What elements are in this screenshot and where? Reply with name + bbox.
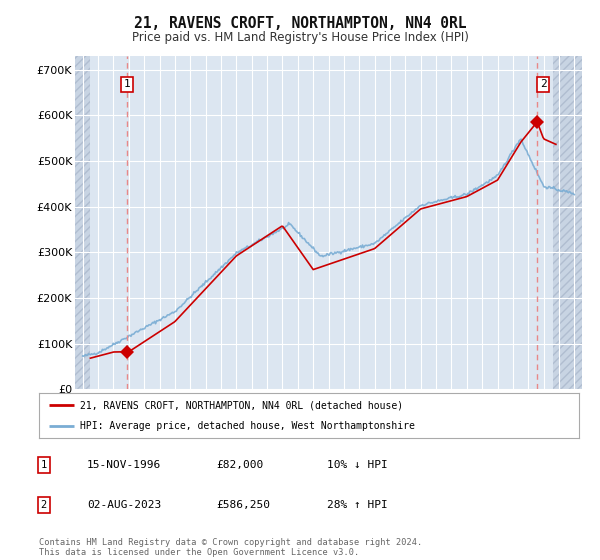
Text: £82,000: £82,000: [216, 460, 263, 470]
Text: Price paid vs. HM Land Registry's House Price Index (HPI): Price paid vs. HM Land Registry's House …: [131, 31, 469, 44]
Text: 15-NOV-1996: 15-NOV-1996: [87, 460, 161, 470]
Bar: [75, 56, 91, 389]
Text: 2: 2: [540, 80, 547, 90]
Bar: [553, 56, 582, 389]
Text: HPI: Average price, detached house, West Northamptonshire: HPI: Average price, detached house, West…: [79, 421, 415, 431]
Text: 21, RAVENS CROFT, NORTHAMPTON, NN4 0RL: 21, RAVENS CROFT, NORTHAMPTON, NN4 0RL: [134, 16, 466, 31]
Text: 02-AUG-2023: 02-AUG-2023: [87, 500, 161, 510]
Text: 21, RAVENS CROFT, NORTHAMPTON, NN4 0RL (detached house): 21, RAVENS CROFT, NORTHAMPTON, NN4 0RL (…: [79, 400, 403, 410]
Text: 1: 1: [41, 460, 47, 470]
Text: 2: 2: [41, 500, 47, 510]
Text: 10% ↓ HPI: 10% ↓ HPI: [327, 460, 388, 470]
Text: 28% ↑ HPI: 28% ↑ HPI: [327, 500, 388, 510]
Text: £586,250: £586,250: [216, 500, 270, 510]
Bar: [75, 56, 91, 389]
Text: Contains HM Land Registry data © Crown copyright and database right 2024.
This d: Contains HM Land Registry data © Crown c…: [39, 538, 422, 557]
Bar: [553, 56, 582, 389]
Text: 1: 1: [124, 80, 130, 90]
